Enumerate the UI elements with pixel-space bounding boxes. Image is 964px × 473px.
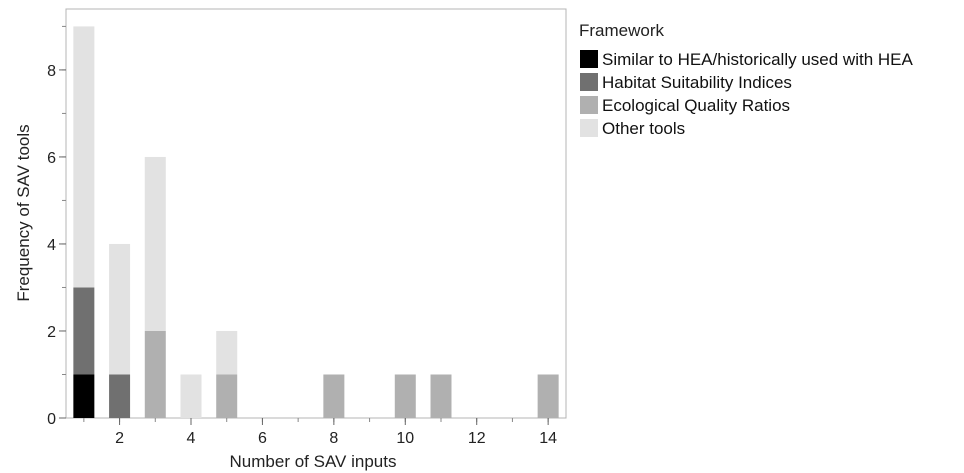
- legend-label-3: Other tools: [602, 119, 685, 138]
- x-axis-title: Number of SAV inputs: [230, 452, 397, 471]
- x-tick-label: 12: [468, 430, 486, 447]
- legend-swatch-1: [580, 73, 598, 91]
- x-tick-label: 6: [258, 430, 267, 447]
- y-tick-label: 6: [47, 150, 56, 167]
- legend-label-1: Habitat Suitability Indices: [602, 73, 792, 92]
- y-axis-title: Frequency of SAV tools: [14, 124, 33, 301]
- bar-segment-x2-s1: [109, 374, 131, 418]
- bar-segment-x1-s0: [73, 374, 95, 418]
- legend-swatch-2: [580, 96, 598, 114]
- y-tick-label: 0: [47, 411, 56, 428]
- bar-segment-x11-s2: [430, 374, 452, 418]
- x-tick-label: 10: [396, 430, 414, 447]
- legend-title: Framework: [579, 21, 665, 40]
- x-tick-label: 2: [115, 430, 124, 447]
- y-tick-label: 4: [47, 237, 56, 254]
- bar-segment-x2-s3: [109, 243, 131, 375]
- legend-swatch-3: [580, 119, 598, 137]
- bar-segment-x14-s2: [537, 374, 559, 418]
- legend: Framework Similar to HEA/historically us…: [579, 21, 913, 138]
- x-axis: 2 4 6 8 10 12 14: [83, 418, 557, 447]
- y-axis: 0 2 4 6 8: [47, 25, 66, 428]
- bar-segment-x8-s2: [323, 374, 345, 418]
- bar-segment-x5-s2: [216, 374, 238, 418]
- legend-label-2: Ecological Quality Ratios: [602, 96, 790, 115]
- y-tick-label: 8: [47, 63, 56, 80]
- bar-segment-x4-s3: [180, 374, 202, 418]
- bar-segment-x10-s2: [394, 374, 416, 418]
- x-tick-label: 14: [539, 430, 557, 447]
- x-tick-label: 8: [329, 430, 338, 447]
- legend-label-0: Similar to HEA/historically used with HE…: [602, 50, 913, 69]
- bar-segment-x3-s2: [144, 330, 166, 418]
- x-tick-label: 4: [187, 430, 196, 447]
- bar-segment-x1-s1: [73, 287, 95, 375]
- bar-segment-x1-s3: [73, 26, 95, 288]
- bar-segment-x3-s3: [144, 156, 166, 331]
- plot-area-frame: [65, 8, 567, 419]
- bars-group: [73, 26, 559, 418]
- bar-segment-x5-s3: [216, 330, 238, 375]
- y-tick-label: 2: [47, 324, 56, 341]
- legend-swatch-0: [580, 50, 598, 68]
